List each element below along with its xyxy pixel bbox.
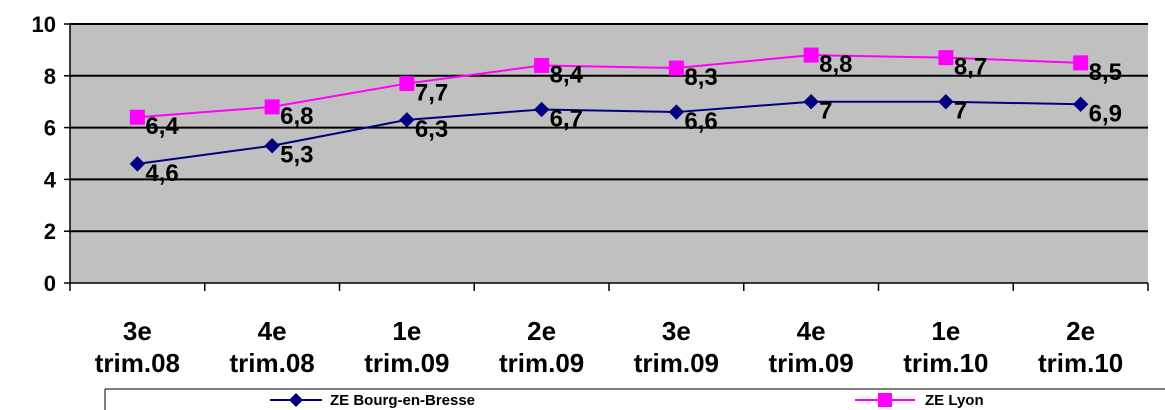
data-label: 7 [819, 98, 832, 125]
x-tick-label: 2e trim.10 [1038, 316, 1123, 378]
x-tick-label-line: trim.09 [634, 348, 719, 378]
y-tick-label: 2 [44, 219, 56, 244]
y-tick-label: 4 [44, 167, 57, 192]
data-point [1073, 55, 1089, 71]
legend: ZE Bourg-en-Bresse ZE Lyon [104, 388, 1165, 410]
data-label: 7 [954, 98, 967, 125]
data-label: 6,4 [145, 113, 179, 140]
series [129, 47, 1089, 172]
x-tick-label: 3e trim.08 [95, 316, 180, 378]
y-tick-label: 6 [44, 116, 56, 141]
x-tick-label-line: trim.10 [1038, 348, 1123, 378]
x-tick-label-line: 1e [931, 316, 960, 346]
x-tick-label-line: trim.09 [499, 348, 584, 378]
data-point [129, 156, 146, 172]
data-point [264, 99, 280, 115]
data-label: 6,8 [280, 103, 313, 130]
x-tick-label: 1e trim.10 [903, 316, 988, 378]
x-tick-label-line: trim.09 [768, 348, 853, 378]
x-tick-label-line: 3e [662, 316, 691, 346]
x-tick-label-line: trim.08 [95, 348, 180, 378]
data-point [803, 47, 819, 63]
data-point [803, 93, 819, 110]
data-label: 8,4 [550, 61, 584, 88]
data-point [399, 112, 415, 128]
x-tick-label-line: trim.08 [229, 348, 314, 378]
data-label: 5,3 [280, 142, 313, 169]
data-label: 7,7 [415, 80, 448, 107]
data-label: 4,6 [145, 160, 178, 187]
data-label: 8,8 [819, 51, 852, 78]
data-label: 8,5 [1089, 59, 1122, 86]
data-point [399, 76, 415, 92]
data-point [129, 109, 145, 125]
data-label: 8,7 [954, 54, 987, 81]
data-labels: 4,6 5,3 6,3 6,7 6,6 7 7 6,9 6,4 6,8 7,7 8,4 8,3 8,8 8,… [145, 51, 1122, 187]
y-tick-label: 0 [44, 271, 56, 296]
data-point [1072, 96, 1089, 112]
x-tick-label-line: 2e [527, 316, 556, 346]
y-tick-label: 10 [32, 12, 56, 37]
data-point [938, 50, 954, 66]
data-point [668, 104, 685, 120]
x-tick-label-line: 2e [1066, 316, 1095, 346]
x-tick-label: 2e trim.09 [499, 316, 584, 378]
x-tick-label: 4e trim.09 [768, 316, 853, 378]
data-label: 6,3 [415, 116, 448, 143]
data-point [264, 138, 280, 154]
series-line [137, 100, 1081, 165]
x-tick-label-line: 1e [392, 316, 421, 346]
data-point [668, 60, 684, 76]
data-label: 6,7 [550, 105, 583, 132]
y-tick-label: 8 [44, 64, 56, 89]
legend-marker [878, 393, 892, 407]
legend-label: ZE Lyon [925, 392, 984, 409]
legend-marker [289, 393, 303, 407]
x-tick-label-line: trim.09 [364, 348, 449, 378]
data-point [938, 93, 954, 110]
data-point [533, 101, 550, 118]
x-tick-label-line: 3e [123, 316, 152, 346]
x-tick-label-line: 4e [258, 316, 287, 346]
x-tick-label-line: trim.10 [903, 348, 988, 378]
legend-label: ZE Bourg-en-Bresse [330, 392, 475, 409]
data-label: 6,6 [684, 108, 717, 135]
x-tick-label-line: 4e [797, 316, 826, 346]
series-line [137, 54, 1081, 119]
x-tick-label: 3e trim.09 [634, 316, 719, 378]
x-tick-label: 4e trim.08 [229, 316, 314, 378]
x-tick-label: 1e trim.09 [364, 316, 449, 378]
data-point [534, 57, 550, 73]
data-label: 6,9 [1089, 100, 1122, 127]
data-label: 8,3 [684, 64, 717, 91]
